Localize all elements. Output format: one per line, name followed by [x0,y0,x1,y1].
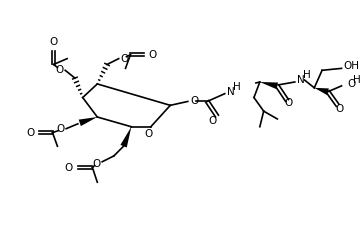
Text: O: O [145,129,153,139]
Text: O: O [148,50,156,60]
Text: H: H [303,70,310,80]
Text: O: O [56,124,64,134]
Text: O: O [285,98,293,108]
Text: O: O [191,96,199,106]
Text: N: N [227,87,234,97]
Text: O: O [347,79,356,89]
Polygon shape [120,127,131,148]
Text: OH: OH [343,61,360,71]
Text: O: O [49,37,58,47]
Polygon shape [260,82,278,89]
Polygon shape [79,117,97,126]
Text: H: H [233,82,240,92]
Text: O: O [27,128,35,137]
Text: O: O [336,104,344,114]
Text: H: H [353,75,360,85]
Polygon shape [314,88,329,95]
Text: O: O [55,65,63,75]
Text: O: O [121,54,129,64]
Text: N: N [297,75,305,85]
Text: O: O [65,163,73,173]
Text: O: O [208,116,216,126]
Text: O: O [92,159,100,169]
